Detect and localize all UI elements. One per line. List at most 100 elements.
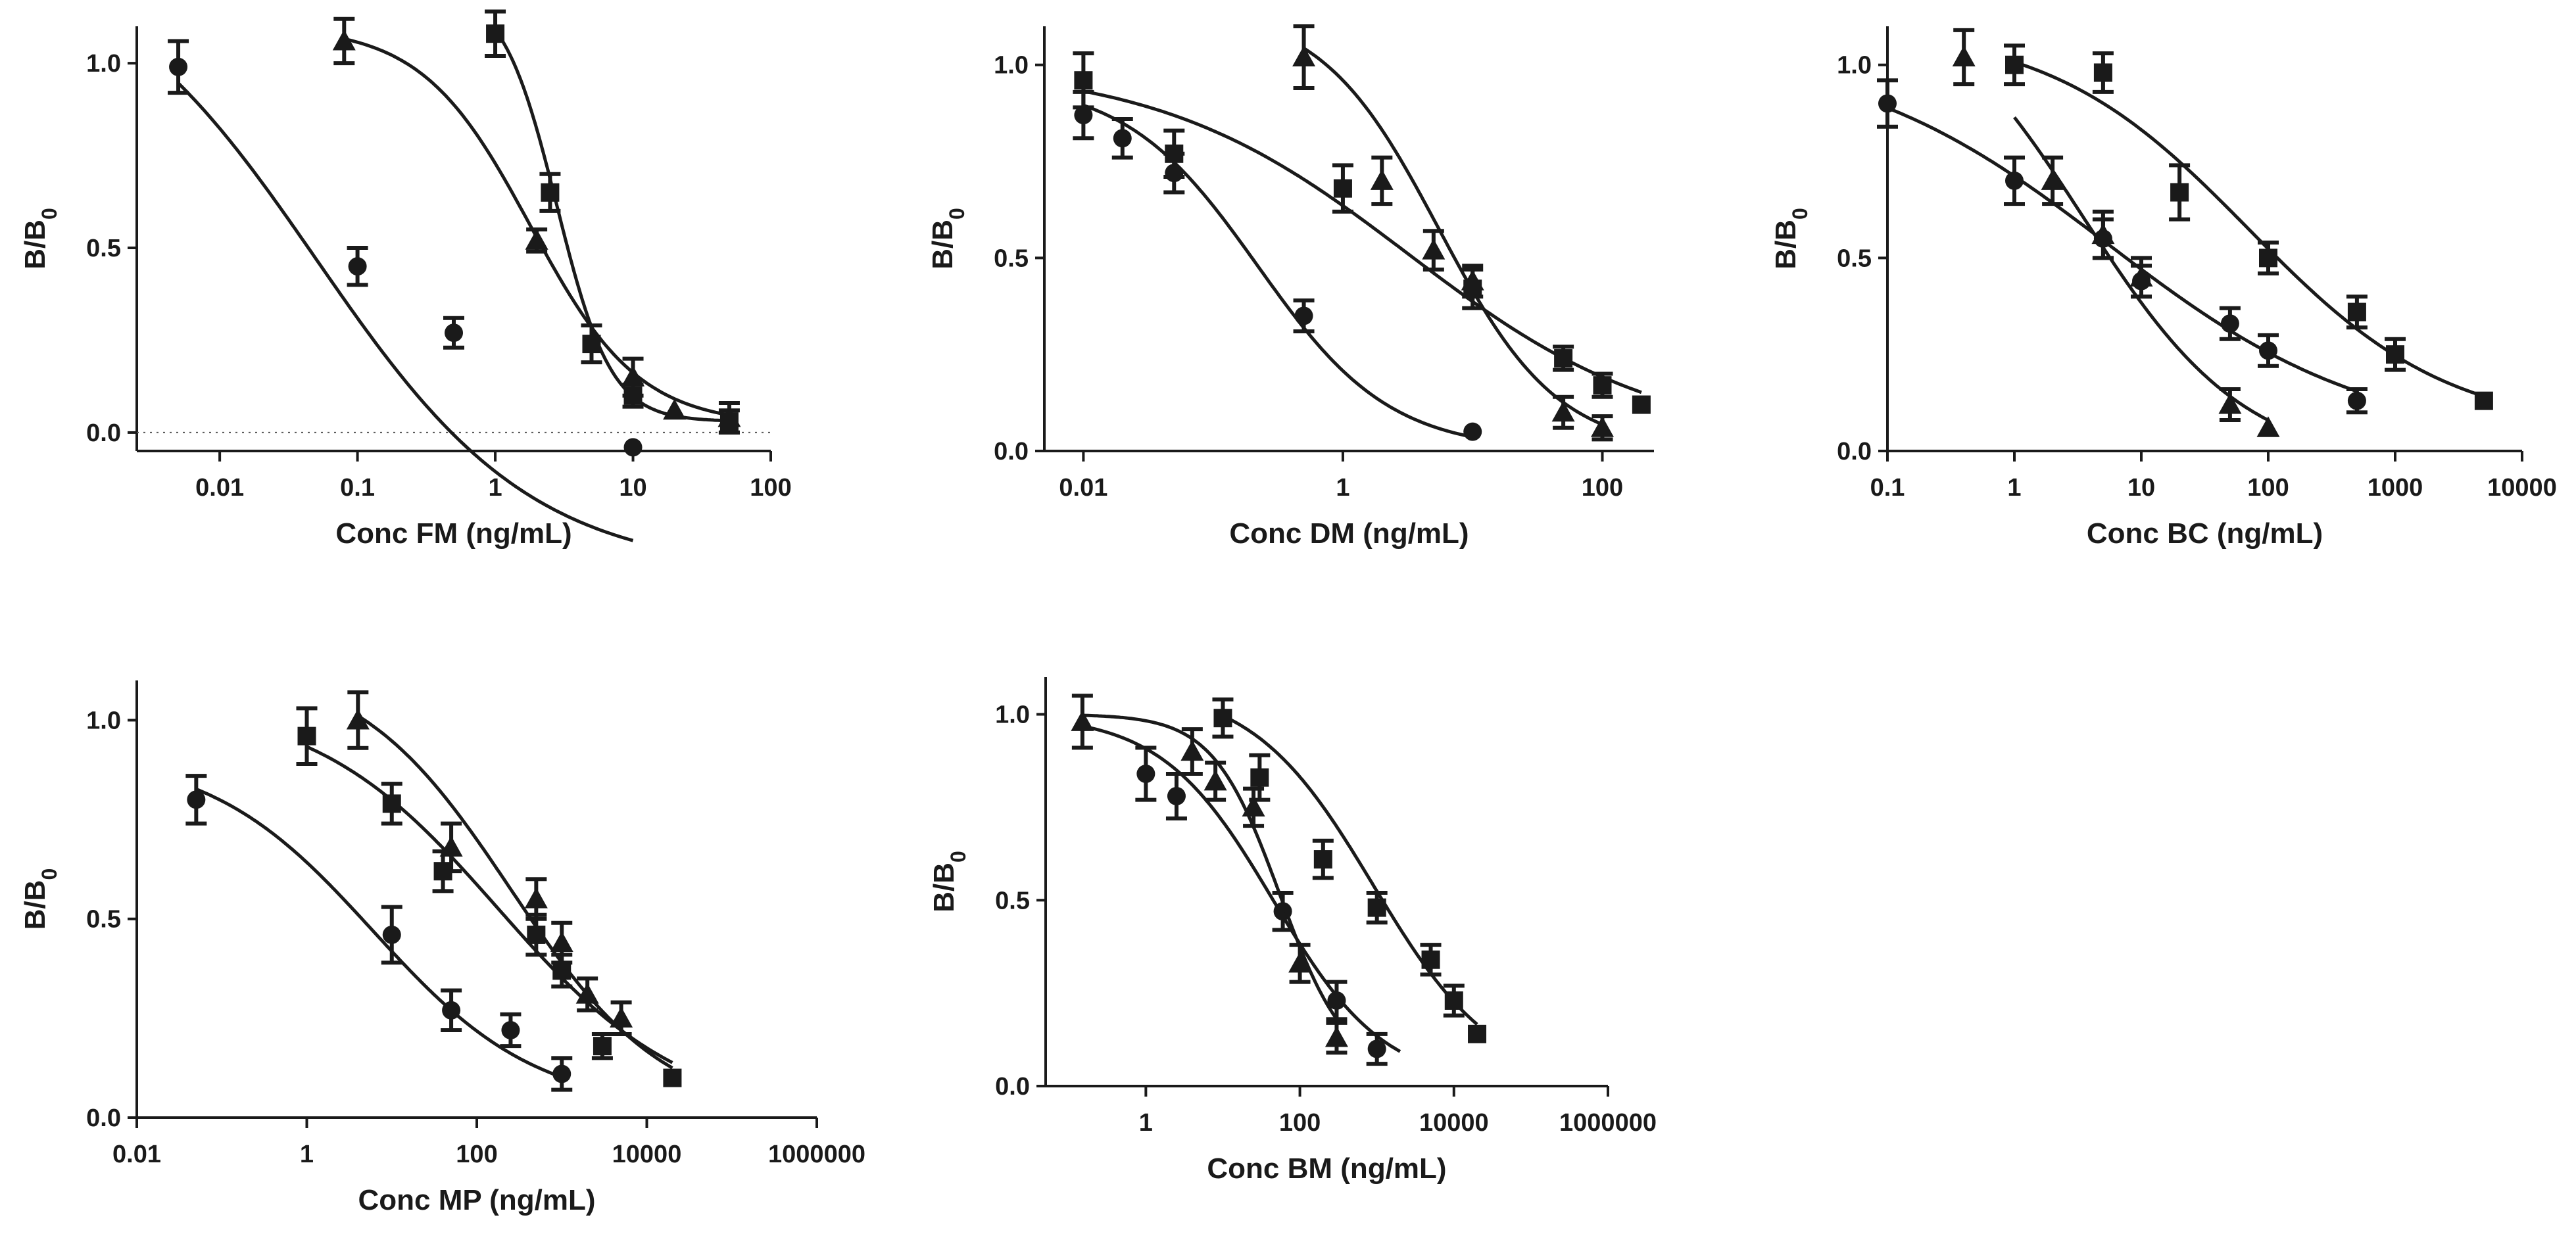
circle-marker <box>348 257 367 276</box>
series-triangle <box>1952 28 2280 437</box>
x-tick-label: 1000000 <box>1559 1109 1657 1137</box>
circle-marker <box>2005 171 2024 190</box>
square-marker <box>1213 709 1232 728</box>
series-square <box>2004 43 2493 410</box>
fit-curve <box>1303 47 1603 426</box>
square-marker <box>1333 179 1352 198</box>
x-tick-label: 1 <box>1336 474 1349 502</box>
square-marker <box>1593 376 1612 395</box>
square-marker <box>2005 55 2024 74</box>
circle-marker <box>1113 129 1132 148</box>
y-tick-label: 0.0 <box>86 419 121 447</box>
y-tick-label: 0.5 <box>86 235 121 262</box>
series-circle <box>185 774 573 1092</box>
y-tick-label: 1.0 <box>995 701 1030 729</box>
series-circle <box>1082 724 1401 1066</box>
series-square <box>1073 51 1651 414</box>
x-tick-label: 1 <box>488 474 502 502</box>
fit-curve <box>2014 60 2485 398</box>
fit-curve <box>1082 89 1642 394</box>
y-tick-label: 1.0 <box>86 707 121 734</box>
square-marker <box>1444 991 1463 1010</box>
circle-marker <box>445 323 463 343</box>
circle-marker <box>1327 991 1346 1010</box>
panel-bc: 0.0 0.5 1.0 0.1 1 10 100 1000 10000 Conc BC (ng/m… <box>1770 26 2557 550</box>
triangle-marker <box>1324 1026 1348 1047</box>
square-marker <box>552 961 571 980</box>
triangle-marker <box>1071 710 1094 731</box>
x-tick-label: 1 <box>300 1141 314 1168</box>
x-axis-title: Conc BC (ng/mL) <box>2087 517 2323 550</box>
triangle-marker <box>1422 239 1446 260</box>
y-axis-title-subscript: 0 <box>37 868 61 880</box>
circle-marker <box>1167 786 1186 805</box>
square-marker <box>1250 768 1269 787</box>
square-marker <box>1421 950 1440 969</box>
fit-curve <box>1222 714 1478 1026</box>
triangle-marker <box>2256 416 2280 437</box>
triangle-marker <box>621 366 645 387</box>
x-tick-label: 1 <box>2007 474 2021 502</box>
fit-curve <box>1887 106 2358 393</box>
triangle-marker <box>2129 266 2153 287</box>
x-axis-title: Conc FM (ng/mL) <box>335 517 571 550</box>
circle-marker <box>501 1021 520 1039</box>
y-tick-label: 0.5 <box>86 906 121 934</box>
circle-marker <box>382 925 401 944</box>
series-square <box>1212 697 1487 1043</box>
triangle-marker <box>1952 45 1976 66</box>
circle-marker <box>2347 391 2366 410</box>
square-marker <box>1463 279 1482 298</box>
circle-marker <box>1074 106 1093 125</box>
x-axis-title: Conc BM (ng/mL) <box>1207 1152 1446 1185</box>
y-tick-label: 1.0 <box>1837 52 1872 80</box>
series-circle <box>1877 78 2368 415</box>
panel-mp: 0.0 0.5 1.0 0.01 1 100 10000 1000000 Conc MP (ng… <box>19 680 865 1216</box>
square-marker <box>1367 898 1386 917</box>
series-triangle <box>332 16 741 435</box>
square-marker <box>1074 71 1093 90</box>
fit-curve <box>1082 724 1401 1053</box>
square-marker <box>527 925 546 944</box>
fit-curve <box>494 29 729 423</box>
circle-marker <box>1136 765 1155 784</box>
y-axis-title-subscript: 0 <box>1788 208 1812 220</box>
square-marker <box>663 1068 682 1087</box>
series-triangle <box>1292 24 1614 442</box>
x-tick-label: 0.01 <box>195 474 244 502</box>
series-square <box>296 706 682 1087</box>
y-axis-title: B/B0 <box>1770 208 1812 270</box>
square-marker <box>582 335 601 354</box>
fit-curve <box>306 745 673 1064</box>
x-tick-label: 100 <box>2247 474 2289 502</box>
triangle-marker <box>525 229 548 250</box>
x-tick-label: 100 <box>750 474 791 502</box>
x-tick-label: 0.1 <box>1870 474 1905 502</box>
triangle-marker <box>1288 951 1312 973</box>
triangle-marker <box>1242 795 1265 817</box>
x-tick-label: 10 <box>619 474 646 502</box>
square-marker <box>593 1037 612 1056</box>
fit-curve <box>177 82 634 542</box>
triangle-marker <box>1292 45 1316 66</box>
square-marker <box>2347 302 2366 321</box>
x-tick-label: 10000 <box>2487 474 2557 502</box>
circle-marker <box>1294 306 1313 325</box>
y-tick-label: 1.0 <box>994 52 1029 80</box>
y-tick-label: 0.5 <box>995 887 1030 914</box>
series-triangle <box>346 690 673 1070</box>
square-marker <box>1165 144 1184 163</box>
y-axis-title-subscript: 0 <box>946 851 970 863</box>
panel-fm: 0.0 0.5 1.0 0.01 0.1 1 10 100 Conc FM (ng/mL) B/B… <box>19 9 792 550</box>
y-axis-title: B/B0 <box>19 208 61 270</box>
y-axis-title-subscript: 0 <box>945 208 969 220</box>
series-circle <box>168 39 643 542</box>
x-tick-label: 1000000 <box>768 1141 865 1168</box>
triangle-marker <box>2218 393 2242 414</box>
square-marker <box>1554 349 1573 368</box>
x-tick-label: 100 <box>1279 1109 1321 1137</box>
square-marker <box>1632 395 1651 414</box>
fit-curve <box>1082 713 1338 1020</box>
circle-marker <box>623 438 643 457</box>
